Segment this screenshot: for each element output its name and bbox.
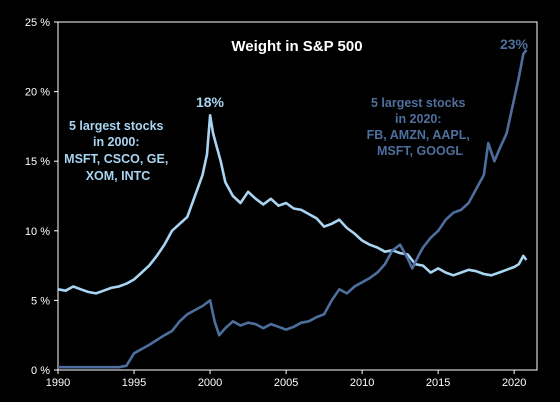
x-tick-label: 2020: [502, 377, 526, 389]
label-2020-line-4: MSFT, GOOGL: [377, 144, 463, 158]
label-2000-line-3: MSFT, CSCO, GE,: [64, 152, 168, 166]
x-tick-label: 1990: [46, 377, 70, 389]
x-tick-label: 2005: [274, 377, 298, 389]
label-2000-line-4: XOM, INTC: [86, 169, 151, 183]
series-line-2000: [57, 114, 528, 295]
x-tick-label: 1995: [122, 377, 146, 389]
y-axis: 0 % 5 % 10 % 15 % 20 % 25 %: [25, 17, 58, 377]
y-tick-label: 0 %: [31, 365, 50, 377]
y-tick-label: 25 %: [25, 17, 50, 29]
label-2020: 5 largest stocks in 2020: FB, AMZN, AAPL…: [367, 96, 474, 158]
x-tick-label: 2000: [198, 377, 222, 389]
y-tick-label: 15 %: [25, 156, 50, 168]
chart-title: Weight in S&P 500: [231, 38, 362, 55]
y-tick-label: 20 %: [25, 87, 50, 99]
label-2020-line-2: in 2020:: [395, 112, 442, 126]
series-line-2020: [58, 49, 528, 369]
x-tick-label: 2015: [426, 377, 450, 389]
label-2000-line-2: in 2000:: [93, 135, 140, 149]
label-2020-line-3: FB, AMZN, AAPL,: [367, 128, 470, 142]
series-layer: [57, 49, 528, 369]
peak-2000-label: 18%: [196, 94, 225, 110]
label-2000: 5 largest stocks in 2000: MSFT, CSCO, GE…: [64, 119, 172, 183]
peak-2020-label: 23%: [500, 36, 529, 52]
x-tick-label: 2010: [350, 377, 374, 389]
plot-frame: [57, 21, 538, 371]
y-tick-label: 10 %: [25, 226, 50, 238]
label-2020-line-1: 5 largest stocks: [371, 96, 466, 110]
x-axis: 1990 1995 2000 2005 2010 2015 2020: [46, 370, 526, 389]
y-tick-label: 5 %: [31, 295, 50, 307]
label-2000-line-1: 5 largest stocks: [69, 119, 164, 133]
